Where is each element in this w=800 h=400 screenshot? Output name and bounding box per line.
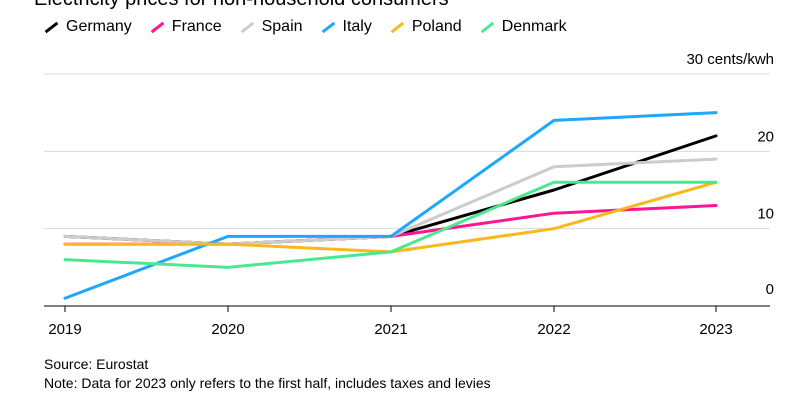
legend-item-denmark: Denmark xyxy=(480,18,567,36)
x-tick-label-2020: 2020 xyxy=(211,321,244,338)
y-tick-label-30: 30 cents/kwh xyxy=(686,51,774,68)
legend-item-italy: Italy xyxy=(321,18,372,36)
series-line-spain xyxy=(63,157,718,246)
series-line-italy xyxy=(63,111,718,300)
legend-label-poland: Poland xyxy=(411,18,462,35)
legend: Germany France Spain Italy Poland Denmark xyxy=(44,18,585,36)
y-tick-label-20: 20 xyxy=(757,128,774,145)
series-line-germany xyxy=(63,134,718,246)
legend-label-germany: Germany xyxy=(66,18,132,35)
y-tick-label-10: 10 xyxy=(757,206,774,223)
source-note: Source: Eurostat xyxy=(44,356,149,372)
chart-footer: Source: Eurostat Note: Data for 2023 onl… xyxy=(44,355,491,393)
x-tick-label-2023: 2023 xyxy=(699,321,732,338)
data-note: Note: Data for 2023 only refers to the f… xyxy=(44,375,491,391)
chart-plot: 0 10 20 30 cents/kwh 2019 2020 2021 2022 2023 xyxy=(44,51,774,338)
series-line-denmark xyxy=(63,180,718,269)
x-tick-label-2021: 2021 xyxy=(374,321,407,338)
legend-label-france: France xyxy=(171,18,222,35)
y-tick-label-0: 0 xyxy=(766,281,774,298)
legend-item-spain: Spain xyxy=(240,18,303,36)
x-tick-label-2022: 2022 xyxy=(537,321,570,338)
chart-title: Electricity prices for non-household con… xyxy=(34,0,449,11)
x-tick-label-2019: 2019 xyxy=(48,321,81,338)
legend-label-denmark: Denmark xyxy=(501,18,567,35)
legend-label-italy: Italy xyxy=(342,18,372,35)
legend-label-spain: Spain xyxy=(261,18,303,35)
legend-item-france: France xyxy=(150,18,222,36)
legend-item-germany: Germany xyxy=(44,18,132,36)
legend-item-poland: Poland xyxy=(390,18,462,36)
